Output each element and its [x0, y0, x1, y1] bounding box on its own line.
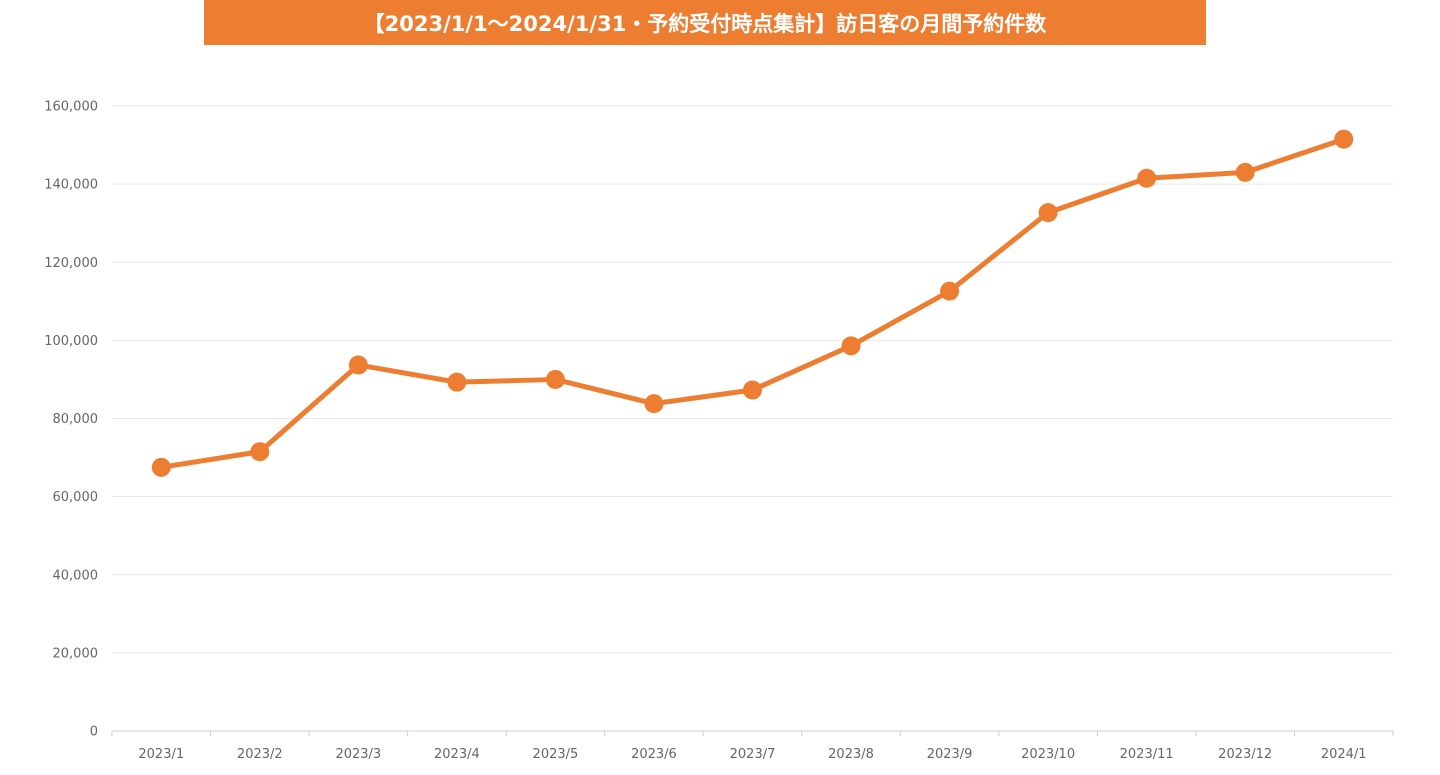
data-point [644, 394, 664, 414]
x-tick-label: 2023/12 [1218, 747, 1272, 762]
data-point [151, 457, 171, 477]
y-tick-label: 40,000 [53, 568, 99, 583]
y-tick-label: 140,000 [44, 178, 98, 193]
x-tick-label: 2023/4 [434, 747, 480, 762]
data-point [250, 442, 270, 462]
y-tick-label: 100,000 [44, 334, 98, 349]
x-tick-label: 2023/10 [1021, 747, 1075, 762]
x-tick-label: 2023/6 [631, 747, 677, 762]
x-tick-label: 2023/9 [927, 747, 973, 762]
x-tick-label: 2023/8 [828, 747, 874, 762]
data-point [1334, 129, 1354, 149]
x-tick-label: 2023/11 [1120, 747, 1174, 762]
data-point [348, 355, 368, 375]
x-tick-label: 2023/3 [335, 747, 381, 762]
data-point [447, 372, 467, 392]
data-point [841, 336, 861, 356]
data-point [743, 380, 762, 400]
data-point [1038, 203, 1058, 223]
x-tick-label: 2023/5 [533, 747, 579, 762]
data-point [940, 281, 960, 301]
x-tick-label: 2023/2 [237, 747, 283, 762]
data-point [545, 369, 565, 389]
data-point [1137, 168, 1157, 188]
y-tick-label: 20,000 [53, 646, 99, 661]
x-tick-label: 2024/1 [1321, 747, 1367, 762]
x-tick-label: 2023/1 [138, 747, 184, 762]
chart-title: 【2023/1/1～2024/1/31・予約受付時点集計】訪日客の月間予約件数 [204, 0, 1206, 45]
data-point [1235, 162, 1255, 182]
x-tick-label: 2023/7 [730, 747, 776, 762]
y-tick-label: 0 [90, 725, 98, 740]
y-tick-label: 160,000 [44, 100, 98, 115]
y-tick-label: 60,000 [53, 490, 99, 505]
y-tick-label: 120,000 [44, 256, 98, 271]
y-tick-label: 80,000 [53, 412, 99, 427]
